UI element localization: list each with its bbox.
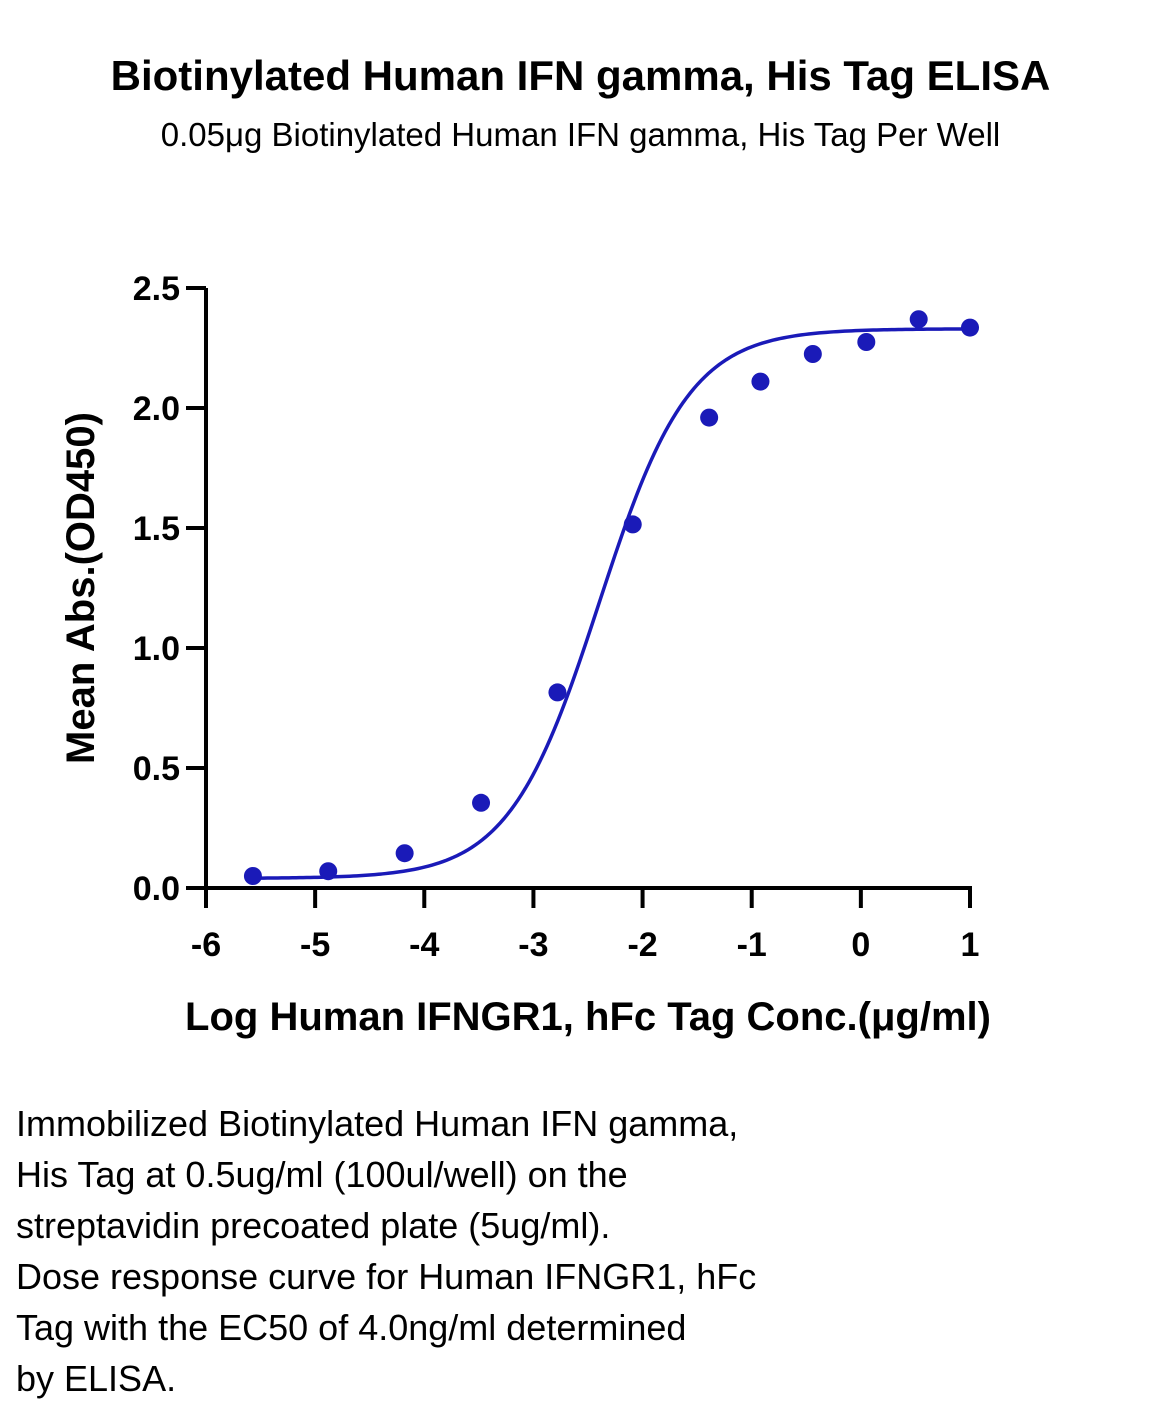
y-tick-label: 1.0 [133,630,180,668]
data-points [243,310,979,885]
data-point [803,345,822,363]
data-point [909,310,928,329]
caption-line: His Tag at 0.5ug/ml (100ul/well) on the [16,1154,628,1195]
data-point [319,862,338,881]
caption-line: Tag with the EC50 of 4.0ng/ml determined [16,1307,687,1348]
y-axis-label: Mean Abs.(OD450) [59,412,103,764]
caption-line: Immobilized Biotinylated Human IFN gamma… [16,1103,739,1144]
data-point [961,318,979,337]
data-point [857,333,876,351]
data-point [700,408,719,427]
x-axis-label: Log Human IFNGR1, hFc Tag Conc.(μg/ml) [185,995,991,1039]
caption-line: Dose response curve for Human IFNGR1, hF… [16,1256,757,1297]
x-tick-label: -1 [737,926,767,964]
data-point [472,793,491,812]
y-tick-label: 2.5 [133,270,180,308]
x-tick-label: 0 [851,926,870,964]
data-point [751,372,770,391]
y-tick-label: 0.5 [133,750,180,788]
caption-line: streptavidin precoated plate (5ug/ml). [16,1205,611,1246]
axes [186,286,972,908]
axis-labels: 0.0 0.5 1.0 1.5 2.0 2.5 -6 -5 -4 -3 -2 -1 0 1 Log Huma… [59,270,991,1039]
y-tick-label: 0.0 [133,870,180,908]
elisa-dose-response-chart: 0.0 0.5 1.0 1.5 2.0 2.5 -6 -5 -4 -3 -2 -1 0 1 Log Huma… [59,270,991,1039]
x-tick-label: -4 [409,926,439,964]
figure-caption: Immobilized Biotinylated Human IFN gamma… [16,1098,1116,1404]
fit-curve [252,327,971,880]
data-point [548,683,567,702]
chart-subtitle: 0.05μg Biotinylated Human IFN gamma, His… [160,116,1001,153]
data-point [623,515,642,534]
y-tick-label: 2.0 [133,390,180,428]
data-point [243,867,262,885]
chart-title: Biotinylated Human IFN gamma, His Tag EL… [110,52,1051,99]
caption-line: by ELISA. [16,1358,177,1399]
x-tick-label: -5 [300,926,330,964]
data-point [395,844,414,863]
y-tick-label: 1.5 [133,510,180,548]
x-tick-label: -6 [191,926,221,964]
x-tick-label: 1 [961,926,980,964]
x-tick-label: -3 [518,926,548,964]
x-tick-label: -2 [627,926,657,964]
